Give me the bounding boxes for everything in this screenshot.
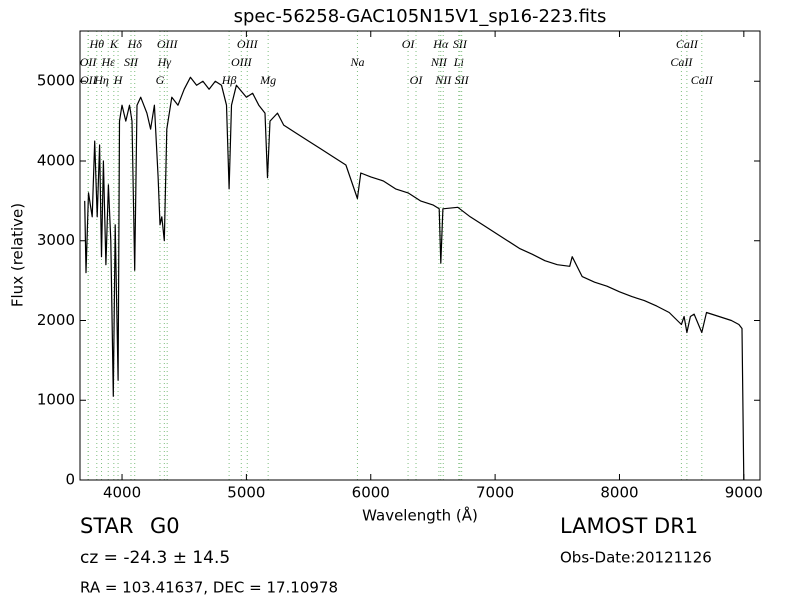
spectral-line-label: CaII xyxy=(670,55,693,69)
survey: LAMOST DR1 xyxy=(560,514,698,538)
spectral-line-label: SII xyxy=(453,37,468,51)
x-tick-label: 8000 xyxy=(600,484,638,502)
x-axis-label: Wavelength (Å) xyxy=(362,506,478,525)
spectral-line-label: NII xyxy=(430,55,448,69)
spectral-line-label: Hα xyxy=(432,37,449,51)
y-axis-label: Flux (relative) xyxy=(9,203,27,307)
spectral-line-label: G xyxy=(156,73,165,87)
spectral-line-label: OIII xyxy=(157,37,179,51)
object-class: STAR xyxy=(80,514,133,538)
spectral-line-label: SII xyxy=(455,73,470,87)
spectral-line-label: Hθ xyxy=(89,37,105,51)
spectrum-line xyxy=(84,76,745,481)
plot-frame xyxy=(79,30,761,481)
redshift: cz = -24.3 ± 14.5 xyxy=(80,548,230,568)
spectral-line-label: Mg xyxy=(259,73,276,87)
spectral-line-label: CaII xyxy=(676,37,699,51)
spectral-line-label: Na xyxy=(349,55,364,69)
spectral-line-label: OI xyxy=(402,37,416,51)
obs-date: Obs-Date:20121126 xyxy=(560,549,712,567)
x-tick-label: 6000 xyxy=(352,484,390,502)
y-tick-label: 5000 xyxy=(37,72,75,90)
spectral-line-label: Hδ xyxy=(127,37,143,51)
spectral-line-label: OI xyxy=(410,73,424,87)
spectral-line-label: K xyxy=(109,37,119,51)
spectral-line-label: NII xyxy=(434,73,452,87)
spectral-line-label: Hη xyxy=(93,73,109,87)
x-tick-label: 5000 xyxy=(227,484,265,502)
spectral-line-label: OII xyxy=(80,73,98,87)
spectral-line-label: CaII xyxy=(691,73,714,87)
spectral-line-label: SII xyxy=(124,55,139,69)
spectral-line-label: Hβ xyxy=(221,73,237,87)
spectral-line-label: H xyxy=(113,73,124,87)
y-tick-label: 4000 xyxy=(37,151,75,169)
spectral-line-label: Hε xyxy=(101,55,116,69)
y-tick-label: 2000 xyxy=(37,311,75,329)
spectral-line-label: OII xyxy=(80,55,98,69)
x-tick-label: 4000 xyxy=(103,484,141,502)
spectral-line-label: OIII xyxy=(231,55,253,69)
y-tick-label: 0 xyxy=(65,471,75,489)
y-tick-label: 3000 xyxy=(37,231,75,249)
spectral-line-label: OIII xyxy=(237,37,259,51)
x-tick-label: 7000 xyxy=(476,484,514,502)
chart-title: spec-56258-GAC105N15V1_sp16-223.fits xyxy=(234,6,607,27)
subclass: G0 xyxy=(150,514,180,538)
x-tick-label: 9000 xyxy=(725,484,763,502)
y-tick-label: 1000 xyxy=(37,391,75,409)
spectral-line-label: Li xyxy=(453,55,464,69)
spectral-line-label: Hγ xyxy=(157,55,172,69)
coordinates: RA = 103.41637, DEC = 17.10978 xyxy=(80,579,338,597)
